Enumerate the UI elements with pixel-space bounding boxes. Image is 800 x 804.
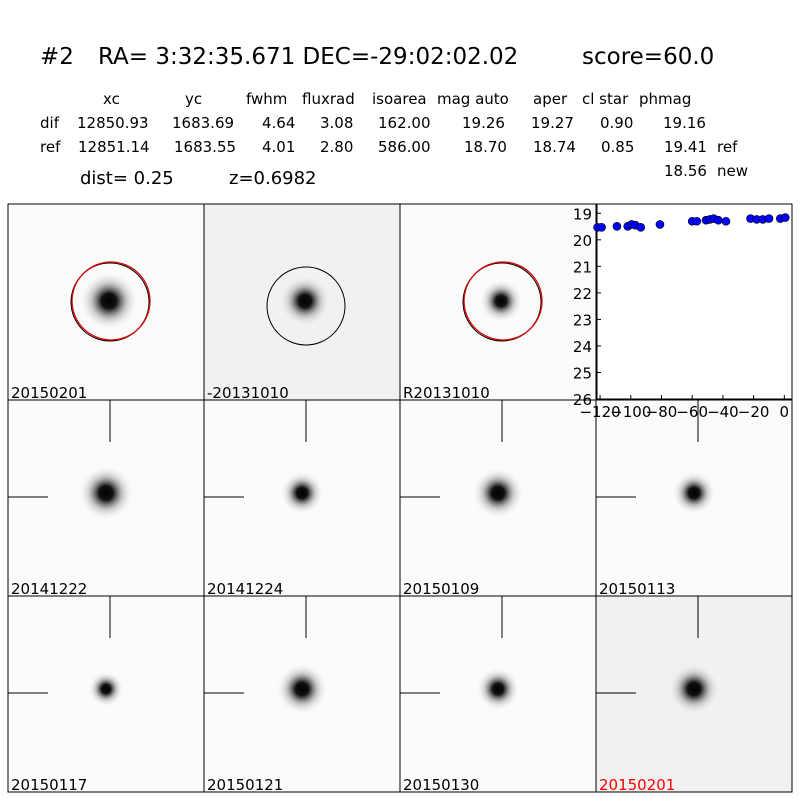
panel-label: -20131010 [207, 384, 289, 402]
cell: 18.56 [664, 162, 707, 180]
cell: 162.00 [378, 114, 431, 132]
column-header: fluxrad [302, 90, 355, 108]
x-tick-label: −120 [579, 403, 620, 421]
star [479, 279, 523, 323]
point [721, 216, 731, 226]
cell-note: new [717, 162, 748, 180]
row-label: ref [40, 138, 61, 156]
point [655, 220, 665, 229]
star [78, 465, 134, 521]
column-header: xc [103, 90, 120, 108]
panel-label: 20150130 [403, 776, 479, 794]
column-header: aper [533, 90, 568, 108]
x-tick-label: −40 [707, 403, 739, 421]
row-label: dif [40, 114, 60, 132]
star [79, 271, 139, 331]
aperture-red [463, 261, 543, 341]
column-header: isoarea [372, 90, 427, 108]
redshift: z=0.6982 [229, 168, 317, 189]
point [713, 215, 723, 225]
plot-area [596, 203, 793, 400]
cell: 12851.14 [78, 138, 150, 156]
panel-label: 20150201 [11, 384, 87, 402]
y-tick-label: 26 [573, 391, 592, 409]
aperture-red [71, 261, 151, 341]
cell: 19.16 [663, 114, 706, 132]
cell: 2.80 [320, 138, 353, 156]
star [88, 671, 124, 707]
x-tick-label: 0 [780, 403, 790, 421]
cell: 19.27 [531, 114, 574, 132]
column-header: cl star [582, 90, 629, 108]
point [612, 221, 622, 231]
star [279, 275, 331, 327]
cell: 18.74 [533, 138, 576, 156]
panel-label: 20141222 [11, 580, 87, 598]
panel-label: 20150109 [403, 580, 479, 598]
star [276, 663, 328, 715]
star [280, 471, 324, 515]
y-tick-label: 20 [573, 232, 592, 250]
cell: 1683.55 [174, 138, 236, 156]
cell: 0.85 [601, 138, 634, 156]
cell: 19.26 [462, 114, 505, 132]
cell: 3.08 [320, 114, 353, 132]
panel-label: 20141224 [207, 580, 283, 598]
y-tick-label: 21 [573, 258, 592, 276]
x-tick-label: −100 [610, 403, 651, 421]
x-tick-label: −20 [738, 403, 770, 421]
point [636, 223, 646, 232]
star [672, 471, 716, 515]
cell: 0.90 [600, 114, 633, 132]
panel-label: R20131010 [403, 384, 490, 402]
star [472, 467, 524, 519]
id: #2 [40, 44, 74, 70]
y-tick-label: 19 [573, 205, 592, 223]
aperture [462, 262, 542, 342]
cell: 12850.93 [77, 114, 149, 132]
aperture [266, 266, 346, 346]
panel-label: 20150113 [599, 580, 675, 598]
cell-note: ref [717, 138, 738, 156]
y-tick-label: 25 [573, 364, 592, 382]
column-header: mag auto [437, 90, 509, 108]
cell: 4.64 [262, 114, 295, 132]
cell: 18.70 [464, 138, 507, 156]
y-tick-label: 22 [573, 285, 592, 303]
column-header: fwhm [246, 90, 287, 108]
star [476, 667, 520, 711]
cell: 4.01 [262, 138, 295, 156]
column-header: yc [185, 90, 202, 108]
cell: 1683.69 [172, 114, 234, 132]
panel-label: 20150121 [207, 776, 283, 794]
cell: 19.41 [664, 138, 707, 156]
dist: dist= 0.25 [80, 168, 174, 189]
coords: RA= 3:32:35.671 DEC=-29:02:02.02 [98, 44, 518, 70]
aperture [70, 262, 150, 342]
point [780, 213, 790, 222]
x-tick-label: −80 [646, 403, 678, 421]
panel-label: 20150117 [11, 776, 87, 794]
point [692, 216, 702, 226]
star [668, 663, 720, 715]
point [764, 214, 774, 223]
panel-label: 20150201 [599, 776, 675, 794]
y-tick-label: 24 [573, 338, 592, 356]
y-tick-label: 23 [573, 311, 592, 329]
x-tick-label: −60 [676, 403, 708, 421]
score: score=60.0 [582, 44, 714, 70]
column-header: phmag [639, 90, 691, 108]
cell: 586.00 [378, 138, 431, 156]
point [597, 223, 606, 232]
